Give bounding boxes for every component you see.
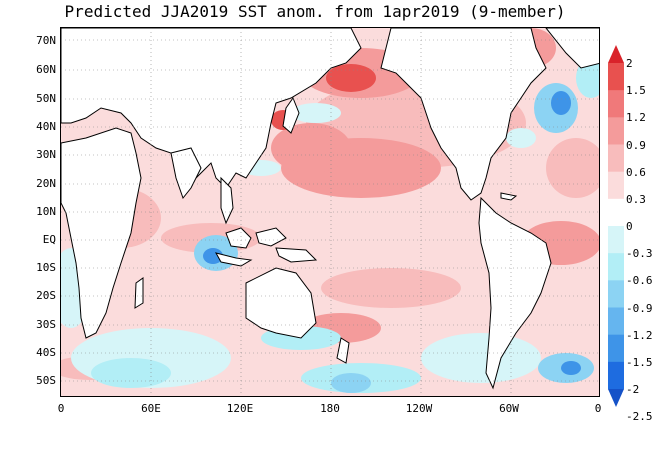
indonesia-islands xyxy=(215,227,287,267)
colorbar-tick-label: -0.3 xyxy=(626,247,653,261)
lat-label: 10S xyxy=(36,261,56,274)
colorbar-max-arrow xyxy=(608,45,624,63)
continents xyxy=(61,28,599,390)
india-landmass xyxy=(170,147,202,200)
colorbar-segment xyxy=(608,226,624,254)
colorbar-segment xyxy=(608,253,624,281)
eurasia-landmass xyxy=(61,28,362,189)
lat-label: 30S xyxy=(36,318,56,331)
colorbar-segment xyxy=(608,144,624,173)
lon-label: 60E xyxy=(141,402,161,415)
lat-label: 10N xyxy=(36,205,56,218)
new-guinea xyxy=(275,247,318,263)
colorbar-segment xyxy=(608,280,624,308)
colorbar-segment xyxy=(608,334,624,363)
australia-landmass xyxy=(245,267,317,339)
colorbar-segment xyxy=(608,171,624,200)
lon-label: 120E xyxy=(226,402,254,415)
lat-label: 30N xyxy=(36,148,56,161)
colorbar-segment xyxy=(608,198,624,227)
lon-label: 120W xyxy=(405,402,433,415)
colorbar-tick-label: 1.2 xyxy=(626,111,646,125)
south-america-landmass xyxy=(478,196,552,390)
colorbar-tick-label: -2 xyxy=(626,383,640,396)
lat-label: 70N xyxy=(36,34,56,47)
colorbar-segment xyxy=(608,307,624,336)
lat-label: 20S xyxy=(36,289,56,302)
colorbar xyxy=(608,45,624,407)
negative-anomaly-patches xyxy=(61,28,599,393)
map-title: Predicted JJA2019 SST anom. from 1apr201… xyxy=(64,2,566,21)
lon-label: 0 xyxy=(594,402,602,415)
japan-islands xyxy=(282,96,300,134)
lon-label: 0 xyxy=(57,402,65,415)
colorbar-segment xyxy=(608,117,624,145)
lon-label: 180 xyxy=(320,402,340,415)
colorbar-tick-label: 0.6 xyxy=(626,165,646,179)
colorbar-tick-label: 1.5 xyxy=(626,84,646,98)
colorbar-segment xyxy=(608,90,624,118)
colorbar-tick-label: -1.5 xyxy=(626,355,653,369)
new-zealand xyxy=(336,337,350,364)
lat-label: 60N xyxy=(36,63,56,76)
lat-label: 50N xyxy=(36,92,56,105)
colorbar-tick-label: 2 xyxy=(626,57,633,70)
colorbar-tick-label: -1.2 xyxy=(626,328,653,342)
lat-label: 20N xyxy=(36,177,56,190)
lon-label: 60W xyxy=(499,402,519,415)
lat-label: 40S xyxy=(36,346,56,359)
colorbar-tick-label: -0.9 xyxy=(626,301,653,315)
colorbar-tick-label: -2.5 xyxy=(626,410,653,424)
colorbar-min-arrow xyxy=(608,389,624,407)
colorbar-segment xyxy=(608,63,624,91)
madagascar xyxy=(134,277,144,309)
north-america-landmass xyxy=(380,28,547,201)
map-canvas xyxy=(61,28,599,396)
colorbar-tick-label: 0 xyxy=(626,220,633,233)
greenland xyxy=(545,28,599,69)
sst-anomaly-map xyxy=(60,27,600,397)
colorbar-segment xyxy=(608,361,624,390)
lat-label: 40N xyxy=(36,120,56,133)
colorbar-tick-label: -0.6 xyxy=(626,274,653,288)
africa-landmass xyxy=(61,127,142,339)
lat-label: EQ xyxy=(42,233,56,246)
colorbar-tick-label: 0.9 xyxy=(626,138,646,152)
lat-label: 50S xyxy=(36,374,56,387)
graticule xyxy=(61,28,599,396)
colorbar-tick-label: 0.3 xyxy=(626,192,646,206)
